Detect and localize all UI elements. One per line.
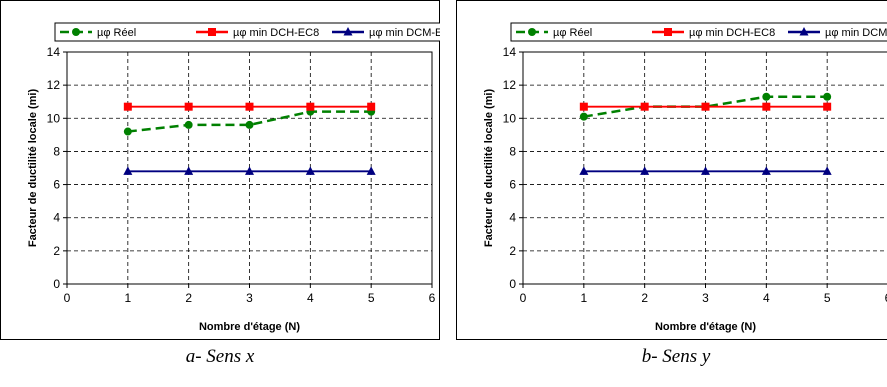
chart-caption-b: b- Sens y [641,346,711,367]
data-point [123,102,132,111]
legend-marker [343,27,353,36]
x-tick-label: 6 [429,291,436,305]
x-tick-label: 5 [824,291,831,305]
x-tick-label: 3 [702,291,709,305]
y-axis-title: Facteur de ductilité locale (mi) [483,89,495,248]
y-tick-label: 12 [503,78,517,92]
data-point [762,102,771,111]
legend-marker [799,27,809,36]
data-point [761,166,771,175]
x-tick-label: 6 [885,291,887,305]
x-tick-label: 5 [368,291,375,305]
series-2 [579,166,832,175]
x-tick-label: 1 [580,291,587,305]
y-tick-label: 0 [509,277,516,291]
y-tick-label: 10 [47,111,61,125]
x-tick-label: 4 [763,291,770,305]
legend-marker [528,28,536,36]
legend-label: µφ Réel [97,27,136,39]
y-tick-label: 2 [53,244,60,258]
x-axis-title: Nombre d'étage (N) [655,321,756,333]
x-tick-label: 0 [64,291,71,305]
y-tick-label: 0 [53,277,60,291]
x-tick-label: 1 [124,291,131,305]
x-tick-label: 0 [520,291,527,305]
x-axis-title: Nombre d'étage (N) [199,321,300,333]
chart-panel-a: 0 2 4 6 8 10 12 14 0 1 2 3 4 5 6 Nombre d'étage (N) Fact… [0,0,440,340]
series-line [583,95,828,118]
data-point [245,102,254,111]
data-point [306,102,315,111]
legend-box [510,22,887,42]
data-point [245,120,254,129]
y-tick-label: 12 [47,78,61,92]
data-point [579,102,588,111]
data-point [123,127,132,136]
x-tick-label: 2 [641,291,648,305]
data-point [701,102,710,111]
data-point [823,102,832,111]
series-1 [579,102,832,111]
x-tick-label: 4 [307,291,314,305]
data-point [367,102,376,111]
y-tick-label: 4 [53,211,60,225]
legend-label: µφ Réel [553,27,592,39]
series-1 [123,102,376,111]
data-point [640,102,649,111]
y-tick-label: 6 [53,178,60,192]
legend: µφ Réel µφ min DCH-EC8 µφ min DCM-EC8 [54,22,440,42]
y-tick-label: 4 [509,211,516,225]
data-point [366,166,376,175]
legend-label: µφ min DCM-EC8 [825,27,887,39]
legend-label: µφ min DCH-EC8 [233,27,319,39]
data-point [701,166,710,175]
legend-marker [208,28,216,36]
x-tick-label: 2 [185,291,192,305]
legend-box [54,22,440,42]
series-2 [123,166,376,175]
y-tick-label: 10 [503,111,517,125]
chart-caption-a: a- Sens x [185,346,255,367]
legend-label: µφ min DCH-EC8 [689,27,775,39]
x-tick-label: 3 [246,291,253,305]
y-axis-title: Facteur de ductilité locale (mi) [27,89,39,248]
data-point [184,120,193,129]
data-point [305,166,315,175]
legend: µφ Réel µφ min DCH-EC8 µφ min DCM-EC8 [510,22,887,42]
legend-marker [664,28,672,36]
data-point [822,166,832,175]
y-tick-label: 14 [503,45,517,59]
data-point [823,92,832,101]
y-tick-label: 2 [509,244,516,258]
y-tick-label: 14 [47,45,61,59]
data-point [640,166,650,175]
legend-marker [72,28,80,36]
legend-label: µφ min DCM-EC8 [369,27,440,39]
y-tick-label: 8 [53,144,60,158]
data-point [245,166,254,175]
data-point [762,92,771,101]
data-point [123,166,133,175]
y-tick-label: 6 [509,178,516,192]
data-point [184,102,193,111]
data-point [579,112,588,121]
data-point [184,166,194,175]
data-point [579,166,589,175]
series-line [127,110,372,133]
y-tick-label: 8 [509,144,516,158]
